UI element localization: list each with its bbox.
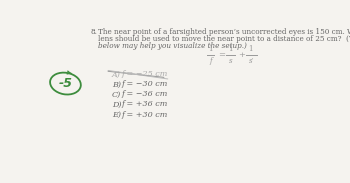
Text: 1: 1 <box>248 45 253 53</box>
Text: f = +30 cm: f = +30 cm <box>121 111 168 119</box>
Text: 1: 1 <box>208 45 213 53</box>
Text: =: = <box>218 51 225 59</box>
Text: A): A) <box>112 70 121 79</box>
Text: f: f <box>209 57 212 65</box>
Text: f = −36 cm: f = −36 cm <box>121 90 168 98</box>
Text: f = −30 cm: f = −30 cm <box>121 81 168 88</box>
Text: f = +36 cm: f = +36 cm <box>121 100 168 109</box>
Text: s′: s′ <box>249 57 254 65</box>
Text: lens should be used to move the near point to a distance of 25 cm?  (The diagram: lens should be used to move the near poi… <box>98 35 350 43</box>
Text: below may help you visualize the setup.): below may help you visualize the setup.) <box>98 42 247 50</box>
Text: The near point of a farsighted person’s uncorrected eyes is 150 cm. What focal l: The near point of a farsighted person’s … <box>98 28 350 36</box>
Text: D): D) <box>112 100 121 109</box>
Text: B): B) <box>112 81 121 88</box>
Text: E): E) <box>112 111 121 119</box>
Text: 1: 1 <box>228 45 233 53</box>
Text: +: + <box>238 51 245 59</box>
Text: f = −25 cm: f = −25 cm <box>121 70 168 79</box>
Text: s: s <box>229 57 232 65</box>
Text: C): C) <box>112 90 121 98</box>
Text: -5: -5 <box>58 77 72 90</box>
Text: 8.: 8. <box>90 28 97 36</box>
